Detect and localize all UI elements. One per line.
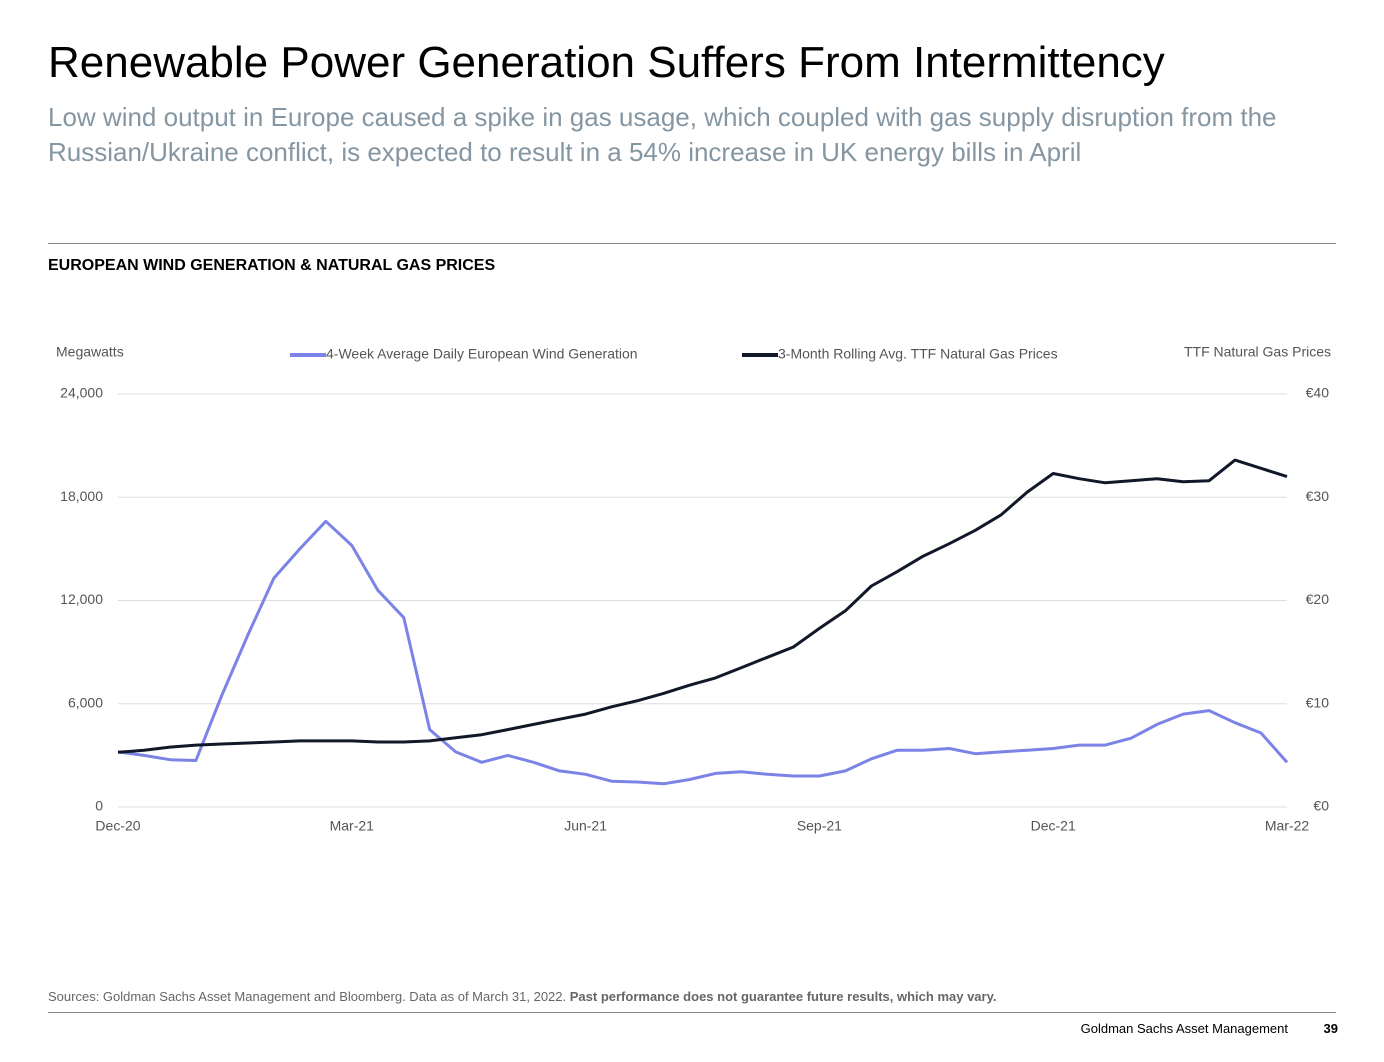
y-tick-label: 6,000 bbox=[68, 694, 103, 710]
page-number: 39 bbox=[1323, 1021, 1338, 1036]
x-tick-label: Sep-21 bbox=[797, 818, 842, 834]
disclaimer: Past performance does not guarantee futu… bbox=[569, 989, 997, 1004]
y-tick-label: 12,000 bbox=[60, 591, 103, 607]
x-tick-label: Mar-22 bbox=[1265, 818, 1310, 834]
y2-tick-label: €0 bbox=[1313, 798, 1329, 814]
y2-tick-label: €30 bbox=[1306, 488, 1330, 504]
footnote: Sources: Goldman Sachs Asset Management … bbox=[48, 989, 996, 1004]
y-tick-label: 24,000 bbox=[60, 385, 103, 401]
company: Goldman Sachs Asset Management bbox=[1080, 1021, 1288, 1036]
chart: Megawatts TTF Natural Gas Prices 0 6,000 12,… bbox=[56, 344, 1331, 834]
x-tick-label: Dec-20 bbox=[95, 818, 140, 834]
y-tick-label: 18,000 bbox=[60, 488, 103, 504]
title: Renewable Power Generation Suffers From … bbox=[48, 38, 1165, 87]
x-tick-label: Jun-21 bbox=[564, 818, 607, 834]
source: Sources: Goldman Sachs Asset Management … bbox=[48, 989, 567, 1004]
y-tick-label: 0 bbox=[95, 798, 103, 814]
legend-label: 4-Week Average Daily European Wind Gener… bbox=[326, 346, 638, 362]
chart-title: EUROPEAN WIND GENERATION & NATURAL GAS P… bbox=[48, 257, 496, 274]
y2-tick-label: €40 bbox=[1306, 385, 1330, 401]
x-tick-label: Mar-21 bbox=[330, 818, 375, 834]
rule bbox=[48, 243, 1336, 244]
y-axis-title: Megawatts bbox=[56, 344, 124, 360]
x-tick-label: Dec-21 bbox=[1031, 818, 1076, 834]
series-line bbox=[117, 458, 1288, 754]
legend-label: 3-Month Rolling Avg. TTF Natural Gas Pri… bbox=[778, 346, 1058, 362]
y2-axis-title: TTF Natural Gas Prices bbox=[1184, 344, 1331, 360]
y2-tick-label: €10 bbox=[1306, 694, 1330, 710]
y2-tick-label: €20 bbox=[1306, 591, 1330, 607]
subtitle: Low wind output in Europe caused a spike… bbox=[48, 102, 1277, 167]
series-line bbox=[117, 519, 1289, 786]
rule bbox=[48, 1012, 1336, 1013]
